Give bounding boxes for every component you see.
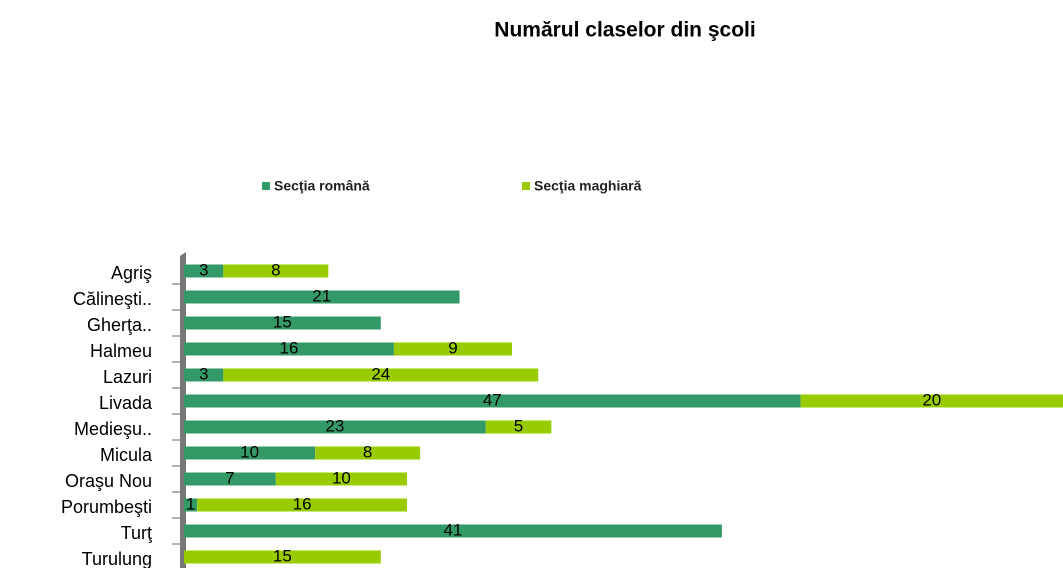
chart-title: Numărul claselor din şcoli	[494, 19, 755, 42]
value-label: 9	[448, 338, 457, 357]
y-tick-label: Halmeu	[90, 341, 152, 361]
bar	[184, 420, 486, 434]
y-tick-label: Livada	[99, 393, 153, 413]
bar	[184, 524, 722, 538]
bar	[184, 316, 381, 330]
axis	[180, 252, 186, 568]
y-tick-label: Turţ	[121, 523, 152, 543]
bar	[184, 368, 224, 382]
legend-swatch	[262, 182, 270, 190]
value-label: 16	[293, 494, 312, 513]
value-label: 8	[271, 260, 280, 279]
value-label: 10	[332, 468, 351, 487]
bar	[184, 550, 381, 564]
y-tick-label: Oraşu Nou	[65, 471, 152, 491]
bar	[184, 290, 460, 304]
value-label: 3	[199, 364, 208, 383]
y-tick-label: Călineşti..	[73, 289, 152, 309]
value-label: 24	[371, 364, 390, 383]
bar	[393, 342, 512, 356]
bar	[184, 472, 276, 486]
bar	[223, 264, 329, 278]
y-tick-label: Medieşu..	[74, 419, 152, 439]
bar	[800, 394, 1063, 408]
bar	[184, 264, 224, 278]
value-label: 10	[240, 442, 259, 461]
y-tick-label: Agriş	[111, 263, 152, 283]
value-label: 7	[225, 468, 234, 487]
y-tick-label: Micula	[100, 445, 153, 465]
bar	[184, 394, 801, 408]
value-label: 15	[273, 546, 292, 565]
value-label: 21	[312, 286, 331, 305]
value-label: 15	[273, 312, 292, 331]
value-label: 8	[363, 442, 372, 461]
value-label: 16	[279, 338, 298, 357]
bar	[184, 342, 394, 356]
bar	[184, 446, 316, 460]
value-label: 41	[443, 520, 462, 539]
value-label: 1	[186, 494, 195, 513]
bar	[184, 498, 198, 512]
y-tick-label: Gherţa..	[87, 315, 152, 335]
y-tick-label: Porumbeşti	[61, 497, 152, 517]
value-label: 3	[199, 260, 208, 279]
value-label: 20	[922, 390, 941, 409]
bar	[485, 420, 552, 434]
value-label: 23	[325, 416, 344, 435]
legend-swatch	[522, 182, 530, 190]
y-tick-label: Lazuri	[103, 367, 152, 387]
bar	[223, 368, 539, 382]
bar	[315, 446, 421, 460]
bar	[275, 472, 408, 486]
legend-label: Secţia maghiară	[534, 178, 642, 194]
value-label: 47	[483, 390, 502, 409]
y-tick-label: Turulung	[82, 549, 152, 568]
value-label: 5	[514, 416, 523, 435]
bar	[197, 498, 408, 512]
legend-label: Secţia română	[274, 178, 370, 194]
